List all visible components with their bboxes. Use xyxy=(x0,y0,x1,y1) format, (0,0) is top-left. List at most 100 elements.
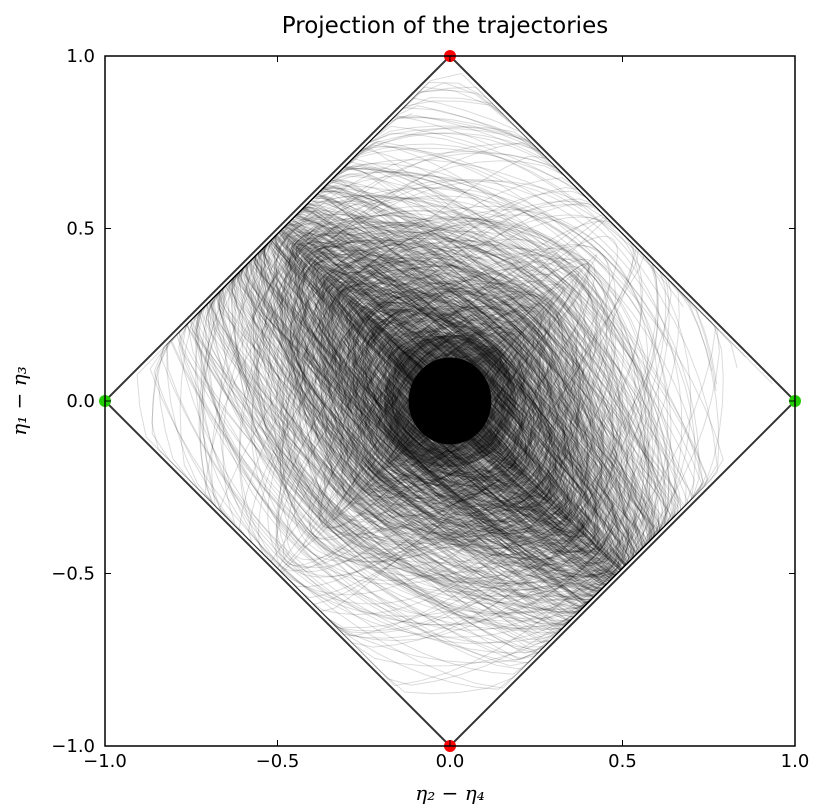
trajectory-line xyxy=(237,215,633,594)
trajectory-line xyxy=(253,187,668,579)
trajectory-line xyxy=(275,230,629,587)
trajectory-line xyxy=(277,225,627,586)
trajectory-line xyxy=(213,159,650,615)
trajectory-line xyxy=(245,202,635,590)
trajectory-line xyxy=(312,265,599,553)
trajectory-line xyxy=(324,275,592,541)
trajectory-line xyxy=(298,242,633,589)
trajectory-line xyxy=(212,145,648,614)
trajectory-line xyxy=(241,191,644,597)
trajectory-line xyxy=(254,206,630,596)
x-tick-label: −1.0 xyxy=(83,751,127,772)
y-tick-label: 1.0 xyxy=(66,46,95,67)
trajectory-line xyxy=(257,213,652,604)
trajectory-line xyxy=(189,107,660,630)
trajectory-line xyxy=(313,253,581,529)
trajectory-line xyxy=(256,197,660,612)
trajectory-line xyxy=(186,164,679,646)
trajectory-line xyxy=(218,175,677,634)
trajectory-line xyxy=(194,114,656,631)
trajectory-line xyxy=(179,100,667,648)
trajectory-line xyxy=(231,167,638,599)
dense-core xyxy=(408,357,492,445)
trajectory-line xyxy=(289,230,588,547)
trajectory-line xyxy=(276,223,611,566)
trajectory-line xyxy=(245,228,632,591)
trajectory-line xyxy=(207,147,713,630)
trajectory-line xyxy=(191,97,657,627)
trajectory-line xyxy=(256,206,645,594)
trajectory-line xyxy=(289,234,630,577)
trajectory-line xyxy=(279,221,597,556)
trajectory-line xyxy=(206,216,659,630)
trajectory-line xyxy=(171,101,693,659)
y-tick-label: 0.0 xyxy=(66,391,95,412)
trajectory-line xyxy=(230,237,637,601)
trajectory-line xyxy=(202,132,658,632)
trajectory-line xyxy=(195,161,695,654)
trajectory-line xyxy=(337,286,581,534)
trajectory-line xyxy=(151,89,717,687)
trajectory-line xyxy=(200,195,670,635)
trajectory-line xyxy=(286,231,636,587)
trajectory-line xyxy=(327,266,577,510)
x-tick-label: 0.0 xyxy=(436,751,465,772)
trajectory-line xyxy=(244,195,638,599)
trajectory-line xyxy=(278,221,601,556)
trajectory-line xyxy=(228,232,644,607)
trajectory-line xyxy=(310,255,630,587)
trajectory-line xyxy=(159,173,700,675)
trajectory-line xyxy=(238,190,650,601)
trajectory-line xyxy=(294,240,627,576)
trajectory-line xyxy=(233,180,663,605)
trajectory-line xyxy=(252,195,628,587)
trajectory-line xyxy=(199,115,646,613)
trajectory-line xyxy=(190,104,648,634)
trajectory-line xyxy=(232,188,660,614)
trajectory-line xyxy=(270,215,639,592)
y-axis: −1.0 −0.5 0.0 0.5 1.0 xyxy=(51,46,795,757)
trajectory-line xyxy=(149,86,724,689)
trajectory-line xyxy=(252,205,646,597)
trajectory-line xyxy=(268,212,616,573)
trajectory-line xyxy=(297,241,635,587)
trajectory-line xyxy=(166,96,747,664)
trajectory-line xyxy=(298,245,625,578)
trajectory-line xyxy=(236,242,627,590)
trajectory-line xyxy=(332,288,589,538)
trajectory-line xyxy=(262,197,619,569)
trajectory-line xyxy=(283,258,622,575)
trajectory-line xyxy=(270,217,633,590)
trajectory-line xyxy=(210,166,689,644)
trajectory-line xyxy=(249,187,642,585)
trajectory-line xyxy=(228,171,654,611)
trajectory-line xyxy=(261,221,608,568)
trajectory-line xyxy=(241,171,614,584)
trajectory-line xyxy=(178,165,682,654)
trajectory-line xyxy=(194,128,738,638)
trajectory-line xyxy=(200,125,712,626)
trajectory-line xyxy=(224,187,664,621)
trajectory-line xyxy=(278,230,630,578)
trajectory-line xyxy=(291,240,630,586)
trajectory-line xyxy=(270,215,613,567)
trajectory-line xyxy=(275,228,630,580)
trajectory-line xyxy=(190,187,680,642)
trajectory-line xyxy=(262,213,630,585)
trajectory-line xyxy=(205,132,647,619)
trajectory-line xyxy=(262,207,652,601)
trajectory-line xyxy=(193,184,679,643)
trajectory-line xyxy=(235,186,650,601)
trajectory-line xyxy=(249,242,626,582)
trajectory-line xyxy=(209,165,684,639)
trajectory-line xyxy=(318,264,566,523)
trajectory-line xyxy=(243,196,661,613)
trajectory-line xyxy=(194,116,651,622)
trajectory-line xyxy=(208,206,656,626)
trajectory-line xyxy=(274,224,625,572)
trajectory-line xyxy=(236,210,651,605)
trajectory-line xyxy=(263,213,631,574)
trajectory-line xyxy=(269,213,637,586)
trajectory-line xyxy=(287,235,626,572)
trajectory-line xyxy=(295,244,625,577)
